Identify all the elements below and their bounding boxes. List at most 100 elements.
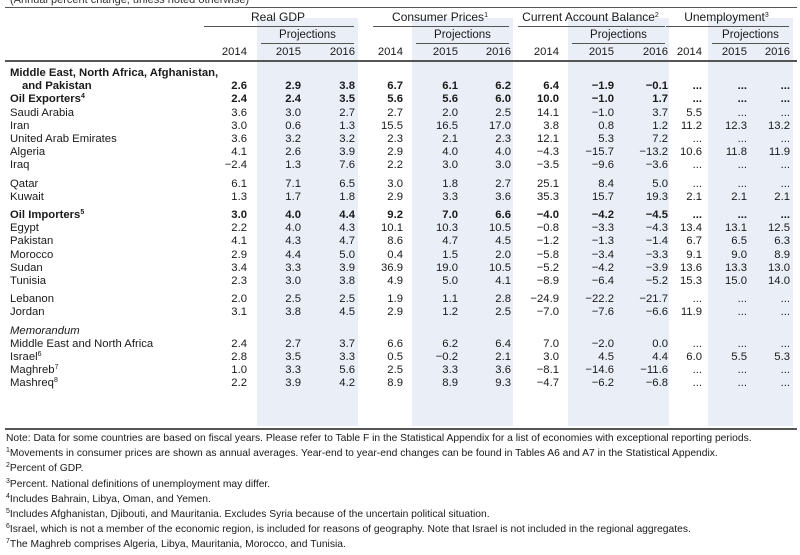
table-cell: ... <box>737 80 747 93</box>
footnote-marker: 6 <box>37 351 42 358</box>
projections-underline-2 <box>416 43 509 44</box>
table-cell: 2.0 <box>231 293 247 306</box>
table-cell: 1.8 <box>442 177 458 190</box>
table-cell: 3.8 <box>339 80 355 93</box>
row-label-text: Middle East, North Africa, Afghanistan, <box>10 67 219 79</box>
table-cell: 6.2 <box>442 337 458 350</box>
table-cell: 3.9 <box>285 377 301 390</box>
table-cell: ... <box>692 209 702 221</box>
table-cell: ... <box>692 159 702 172</box>
table-cell: −5.2 <box>536 261 559 274</box>
table-cell: 6.4 <box>495 337 511 350</box>
table-cell: −3.3 <box>645 248 668 261</box>
table-cell: 1.8 <box>339 190 355 203</box>
table-cell: ... <box>737 106 747 119</box>
table-cell: 4.5 <box>495 235 511 248</box>
table-cell: −4.7 <box>536 377 559 390</box>
table-cell: 2.4 <box>285 93 301 106</box>
projections-header-2: Projections <box>434 29 491 41</box>
table-cell: 1.7 <box>285 190 301 203</box>
table-cell: 4.7 <box>339 235 355 248</box>
table-cell: 4.4 <box>285 248 301 261</box>
table-cell: 3.5 <box>285 351 301 363</box>
table-cell: 2.6 <box>231 80 247 93</box>
table-cell: ... <box>737 377 747 390</box>
table-cell: 8.9 <box>442 377 458 390</box>
table-cell: −22.2 <box>585 293 614 306</box>
row-label: Iraq <box>10 158 29 172</box>
table-cell: ... <box>780 106 790 119</box>
table-cell: 5.3 <box>774 351 790 363</box>
table-cell: −4.2 <box>591 209 614 221</box>
group-underline-2 <box>373 26 509 27</box>
table-cell: 15.7 <box>592 190 614 203</box>
table-cell: 0.6 <box>285 119 301 132</box>
table-cell: ... <box>780 133 790 145</box>
group-underline-3 <box>518 26 665 27</box>
table-cell: ... <box>737 364 747 377</box>
table-cell: 7.2 <box>652 133 668 145</box>
group-header-label: Current Account Balance <box>522 10 655 24</box>
table-cell: ... <box>737 337 747 350</box>
row-label-text: Kuwait <box>10 190 44 203</box>
table-cell: 9.1 <box>686 248 702 261</box>
footnote-4: 3Percent. National definitions of unempl… <box>6 478 270 491</box>
table-cell: ... <box>692 93 702 106</box>
table-cell: −1.4 <box>645 235 668 248</box>
table-cell: 4.4 <box>339 209 355 221</box>
table-cell: 2.6 <box>285 146 301 159</box>
row-label: Oil Exporters4 <box>10 92 85 106</box>
table-cell: 11.9 <box>680 306 702 319</box>
row-label: Qatar <box>10 177 38 191</box>
table-cell: 6.4 <box>543 80 559 93</box>
table-cell: 4.0 <box>285 209 301 221</box>
table-cell: 13.4 <box>680 222 702 235</box>
table-cell: −7.0 <box>536 306 559 319</box>
table-cell: 13.0 <box>768 261 790 274</box>
table-cell: −14.6 <box>585 364 614 377</box>
footnote-marker: 5 <box>6 508 10 515</box>
footnote-marker: 2 <box>6 462 10 470</box>
table-cell: 10.3 <box>436 222 458 235</box>
footnote-7: 6Israel, which is not a member of the ec… <box>6 523 691 536</box>
table-cell: 3.1 <box>231 306 247 319</box>
row-label-text: Qatar <box>10 177 39 190</box>
table-cell: 2.4 <box>231 93 247 106</box>
table-cell: −13.2 <box>639 146 668 159</box>
table-cell: ... <box>692 293 702 306</box>
group-header-label: Real GDP <box>250 10 306 24</box>
footnote-text: Includes Bahrain, Libya, Oman, and Yemen… <box>9 493 211 505</box>
table-cell: −6.6 <box>645 306 668 319</box>
row-label: Mashreq8 <box>10 376 58 390</box>
table-cell: −1.0 <box>591 93 614 106</box>
table-cell: 3.8 <box>285 306 301 319</box>
table-cell: 12.1 <box>537 133 559 145</box>
table-cell: ... <box>737 306 747 319</box>
row-label: United Arab Emirates <box>10 132 117 146</box>
table-cell: 4.1 <box>495 275 511 287</box>
table-cell: −9.6 <box>591 159 614 172</box>
year-header: 2014 <box>377 46 403 58</box>
table-cell: 1.3 <box>339 119 355 132</box>
table-cell: 4.0 <box>495 146 511 159</box>
table-cell: 1.2 <box>442 306 458 319</box>
table-cell: ... <box>780 293 790 306</box>
footnote-marker: 7 <box>54 364 59 372</box>
table-cell: 14.0 <box>768 275 790 287</box>
row-label: Iran <box>10 119 29 133</box>
year-header: 2016 <box>329 46 355 58</box>
year-header: 2016 <box>485 46 511 58</box>
table-cell: 6.1 <box>231 177 247 190</box>
table-cell: 11.2 <box>680 119 702 132</box>
table-cell: −8.9 <box>536 275 559 287</box>
table-cell: 2.9 <box>231 248 247 261</box>
row-label: Middle East and North Africa <box>10 337 153 351</box>
table-cell: 1.1 <box>442 293 458 306</box>
table-cell: ... <box>780 80 790 93</box>
footnote-marker: 2 <box>654 12 659 19</box>
table-cell: 6.0 <box>495 93 511 106</box>
row-label-text: Memorandum <box>10 324 80 337</box>
table-cell: −4.3 <box>536 146 559 159</box>
table-cell: 2.7 <box>339 106 355 119</box>
table-cell: −0.2 <box>435 351 458 363</box>
